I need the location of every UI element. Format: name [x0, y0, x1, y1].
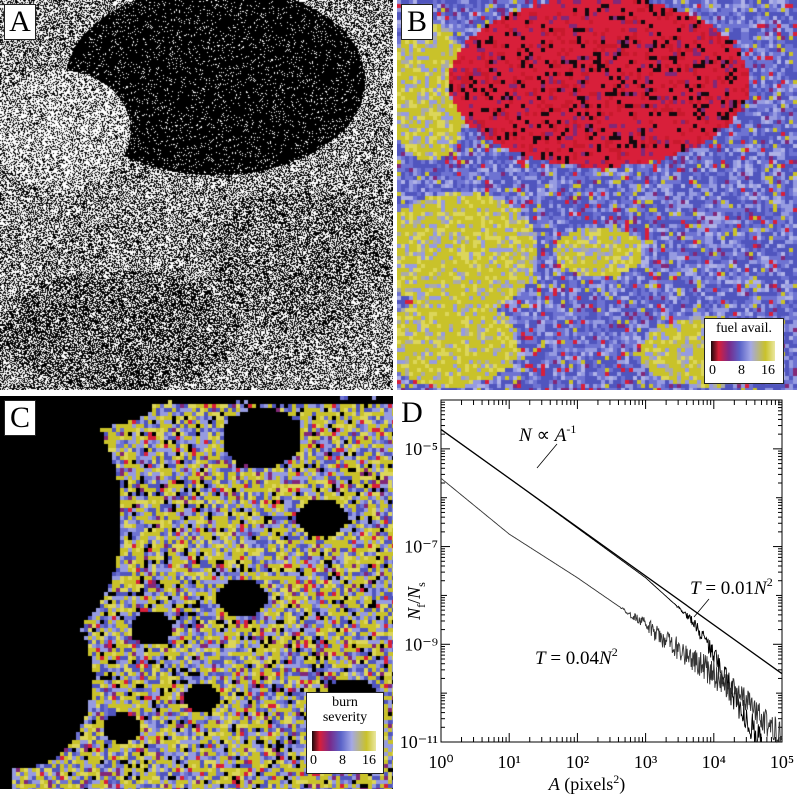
- panel-c-burn-map: C burn severity 0 8 16: [0, 396, 393, 789]
- annotation-leader-power-law: [536, 443, 558, 469]
- x-tick-label: 10⁰: [428, 752, 453, 772]
- fuel-colorbar: [711, 341, 775, 361]
- panel-b-fuel-map: B fuel avail. 0 8 16: [397, 0, 797, 390]
- burn-legend-title-line-2: severity: [322, 710, 368, 725]
- y-tick-label: 10⁻⁷: [404, 537, 438, 557]
- x-tick-label: 10¹: [497, 752, 520, 772]
- panel-label-b: B: [401, 4, 433, 40]
- y-tick-label: 10⁻⁵: [404, 439, 438, 459]
- burn-tick-0: 0: [310, 753, 317, 768]
- x-axis-label: A (pixels2): [548, 772, 626, 795]
- burn-colorbar: [312, 731, 376, 751]
- series-t-004: [440, 477, 783, 744]
- burn-legend-title-line-1: burn: [332, 695, 358, 710]
- y-tick-label: 10⁻¹¹: [400, 732, 438, 752]
- fuel-tick-0: 0: [709, 363, 716, 378]
- annotation-power-law: N ∝ A-1: [518, 422, 576, 446]
- burn-tick-8: 8: [339, 753, 346, 768]
- fuel-legend: fuel avail. 0 8 16: [704, 318, 784, 384]
- panel-label-c: C: [4, 400, 36, 436]
- annotation-t-004: T = 0.04N2: [535, 645, 618, 669]
- size-distribution-chart: 10⁰ 10¹ 10² 10³ 10⁴ 10⁵ 10⁻⁵ 10⁻⁷ 10⁻⁹ 10⁻¹¹ A (p…: [400, 399, 794, 795]
- panel-a-binary-map: A: [0, 0, 393, 390]
- x-tick-label: 10³: [634, 752, 658, 772]
- series-t-001: [440, 429, 762, 743]
- fuel-tick-8: 8: [738, 363, 745, 378]
- x-tick-label: 10²: [566, 752, 589, 772]
- x-tick-label: 10⁵: [770, 752, 794, 772]
- y-axis-label: Nf/Ns: [404, 582, 428, 621]
- burn-legend: burn severity 0 8 16: [306, 692, 384, 774]
- fuel-tick-16: 16: [761, 363, 775, 378]
- binary-fuel-grid: [0, 0, 393, 390]
- panel-label-d: D: [401, 396, 423, 429]
- chart-series: [440, 428, 783, 744]
- annotation-t-001: T = 0.01N2: [690, 575, 773, 599]
- burn-tick-16: 16: [362, 753, 376, 768]
- y-tick-label: 10⁻⁹: [404, 634, 438, 654]
- x-tick-label: 10⁴: [702, 752, 726, 772]
- panel-label-a: A: [4, 4, 36, 40]
- axis-ticks: 10⁰ 10¹ 10² 10³ 10⁴ 10⁵ 10⁻⁵ 10⁻⁷ 10⁻⁹ 10⁻¹¹: [400, 399, 794, 772]
- fuel-legend-title: fuel avail.: [716, 321, 772, 336]
- annotation-leader-t-001: [693, 598, 710, 618]
- panel-d-chart: 10⁰ 10¹ 10² 10³ 10⁴ 10⁵ 10⁻⁵ 10⁻⁷ 10⁻⁹ 10⁻¹¹ A (p…: [397, 396, 797, 798]
